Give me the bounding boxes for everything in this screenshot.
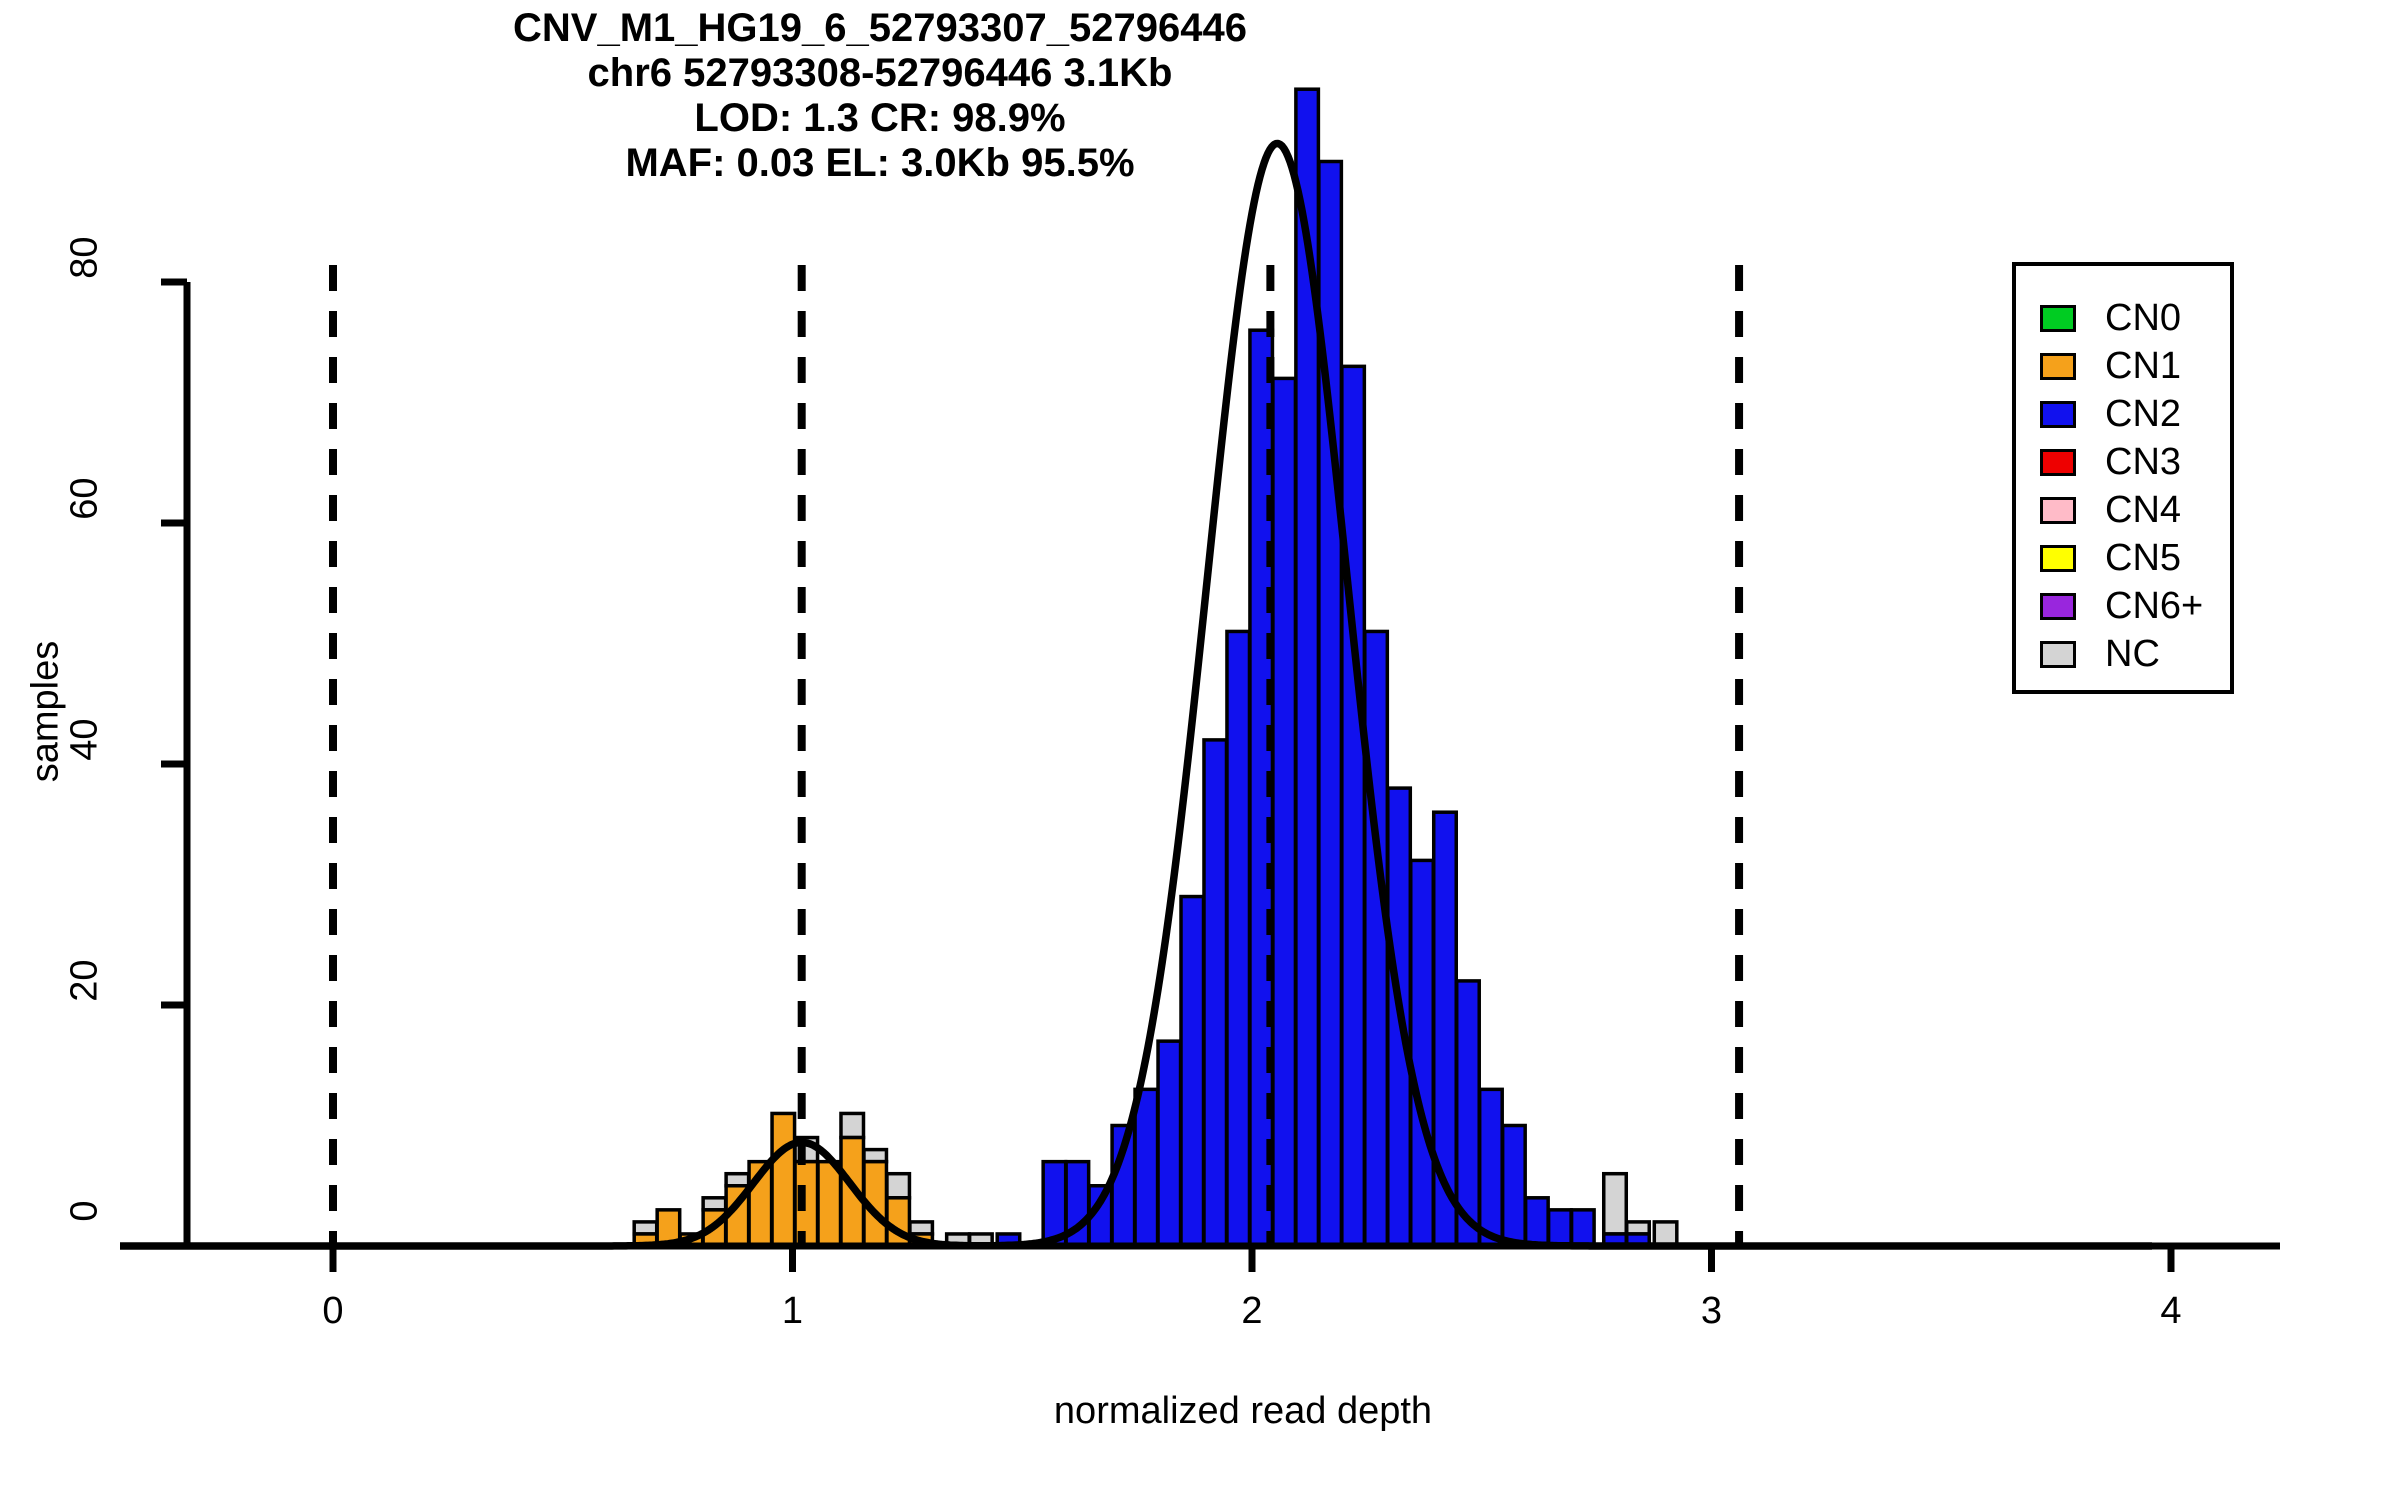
axes-layer xyxy=(161,278,2280,1272)
legend-swatch-icon xyxy=(2040,304,2076,332)
histogram-bar xyxy=(1271,376,1298,1248)
histogram-bar xyxy=(1133,1087,1160,1248)
legend-swatch-icon xyxy=(2040,592,2076,620)
legend-swatch-icon xyxy=(2040,496,2076,524)
y-axis-label: samples xyxy=(24,640,67,783)
legend-swatch-icon xyxy=(2040,448,2076,476)
legend-item-label: CN1 xyxy=(2105,345,2182,387)
x-tick-label: 4 xyxy=(2160,1290,2182,1332)
histogram-bar xyxy=(1179,894,1206,1248)
histogram-bar xyxy=(770,1111,797,1248)
histogram-bar xyxy=(1523,1196,1550,1248)
x-tick-label: 3 xyxy=(1700,1290,1723,1332)
legend-item-label: CN5 xyxy=(2105,537,2182,579)
legend-item-label: NC xyxy=(2105,633,2160,675)
histogram-bar-nc xyxy=(632,1220,659,1236)
histogram-bar-nc xyxy=(862,1147,889,1164)
legend-item-label: CN2 xyxy=(2105,393,2182,435)
legend-item-cn4[interactable]: CN4 xyxy=(2040,486,2203,534)
legend: CN0 CN1 CN2 CN3 CN4 CN5 CN6+ NC xyxy=(2012,262,2234,694)
legend-swatch-icon xyxy=(2040,400,2076,428)
histogram-bar xyxy=(1340,364,1367,1248)
legend-item-cn1[interactable]: CN1 xyxy=(2040,342,2203,390)
legend-item-label: CN4 xyxy=(2105,489,2182,531)
histogram-bar-nc xyxy=(1624,1220,1651,1236)
legend-swatch-icon xyxy=(2040,544,2076,572)
x-axis-label: normalized read depth xyxy=(1053,1390,1433,1432)
histogram-bar xyxy=(1156,1039,1183,1248)
title-line-3: LOD: 1.3 CR: 98.9% xyxy=(694,96,1066,140)
histogram-bar xyxy=(1569,1208,1596,1248)
legend-item-cn0[interactable]: CN0 xyxy=(2040,294,2203,342)
y-tick-label: 60 xyxy=(63,477,106,520)
histogram-bar-nc xyxy=(885,1171,912,1200)
histogram-bar-nc xyxy=(701,1196,728,1212)
legend-item-cn5[interactable]: CN5 xyxy=(2040,534,2203,582)
dashed-vline-layer xyxy=(329,265,1744,1246)
histogram-bar xyxy=(1477,1087,1504,1248)
legend-item-label: CN6+ xyxy=(2105,585,2204,627)
legend-item-cn6plus[interactable]: CN6+ xyxy=(2040,582,2203,630)
histogram-bar xyxy=(1500,1123,1527,1248)
legend-swatch-icon xyxy=(2040,352,2076,380)
legend-item-nc[interactable]: NC xyxy=(2040,630,2203,678)
histogram-bar-nc xyxy=(724,1171,751,1188)
y-tick-label: 80 xyxy=(63,236,106,279)
histogram-bar-nc xyxy=(908,1220,935,1236)
title-line-2: chr6 52793308-52796446 3.1Kb xyxy=(587,51,1173,95)
legend-item-label: CN0 xyxy=(2105,297,2182,339)
histogram-bar xyxy=(1409,858,1436,1248)
histogram-bar xyxy=(1225,629,1252,1248)
x-tick-label: 1 xyxy=(781,1290,804,1332)
histogram-bar xyxy=(816,1159,843,1248)
title-line-4: MAF: 0.03 EL: 3.0Kb 95.5% xyxy=(625,141,1135,185)
legend-swatch-icon xyxy=(2040,640,2076,668)
legend-item-cn2[interactable]: CN2 xyxy=(2040,390,2203,438)
fitted-density-curve xyxy=(118,139,2154,1250)
y-tick-label: 0 xyxy=(63,1200,106,1222)
y-tick-label: 40 xyxy=(63,718,106,761)
legend-item-label: CN3 xyxy=(2105,441,2182,483)
chart-title-block: CNV_M1_HG19_6_52793307_52796446 chr6 527… xyxy=(0,6,1760,186)
bars-layer xyxy=(632,87,1679,1248)
x-tick-label: 0 xyxy=(322,1290,344,1332)
y-tick-label: 20 xyxy=(63,959,106,1002)
fitted-curve-layer xyxy=(118,139,2154,1250)
histogram-bar xyxy=(1546,1208,1573,1248)
legend-item-cn3[interactable]: CN3 xyxy=(2040,438,2203,486)
x-tick-label: 2 xyxy=(1241,1290,1263,1332)
histogram-bar xyxy=(1363,629,1390,1248)
histogram-bar-nc xyxy=(1601,1171,1629,1236)
title-line-1: CNV_M1_HG19_6_52793307_52796446 xyxy=(513,6,1247,50)
histogram-bar-nc xyxy=(839,1111,866,1140)
histogram-bar xyxy=(1202,738,1229,1248)
